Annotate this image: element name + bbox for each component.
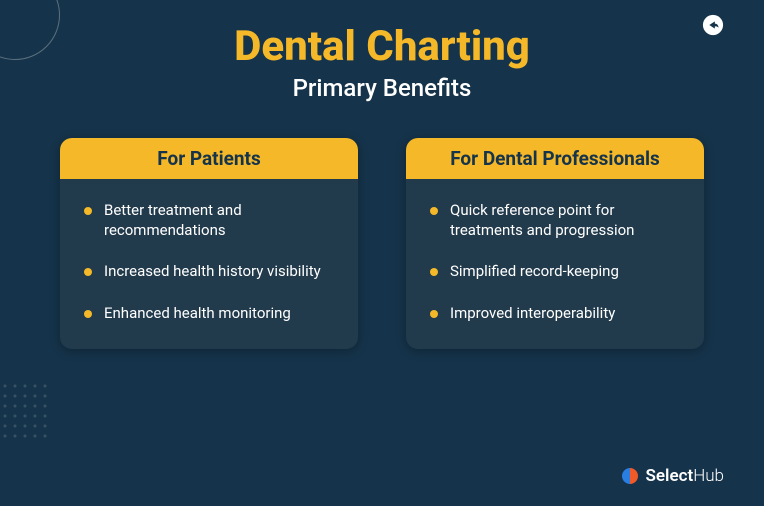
cards-container: For Patients Better treatment and recomm… (0, 138, 764, 349)
list-item: Enhanced health monitoring (82, 304, 336, 324)
list-item: Better treatment and recommendations (82, 201, 336, 240)
brand-bold: Select (646, 466, 694, 486)
card-body: Better treatment and recommendations Inc… (60, 179, 358, 349)
share-icon[interactable] (702, 14, 724, 36)
benefits-list: Better treatment and recommendations Inc… (82, 201, 336, 323)
list-item: Simplified record-keeping (428, 262, 682, 282)
card-header: For Dental Professionals (406, 138, 704, 179)
brand-logo: SelectHub (620, 466, 724, 486)
benefits-list: Quick reference point for treatments and… (428, 201, 682, 323)
brand-light: Hub (693, 466, 724, 486)
card-professionals: For Dental Professionals Quick reference… (406, 138, 704, 349)
header: Dental Charting Primary Benefits (0, 0, 764, 102)
card-patients: For Patients Better treatment and recomm… (60, 138, 358, 349)
page-subtitle: Primary Benefits (0, 74, 764, 102)
list-item: Increased health history visibility (82, 262, 336, 282)
page-title: Dental Charting (0, 24, 764, 70)
brand-text: SelectHub (646, 466, 724, 486)
card-body: Quick reference point for treatments and… (406, 179, 704, 349)
card-header: For Patients (60, 138, 358, 179)
logo-mark-icon (620, 466, 640, 486)
list-item: Quick reference point for treatments and… (428, 201, 682, 240)
decorative-dots (0, 381, 50, 441)
list-item: Improved interoperability (428, 304, 682, 324)
